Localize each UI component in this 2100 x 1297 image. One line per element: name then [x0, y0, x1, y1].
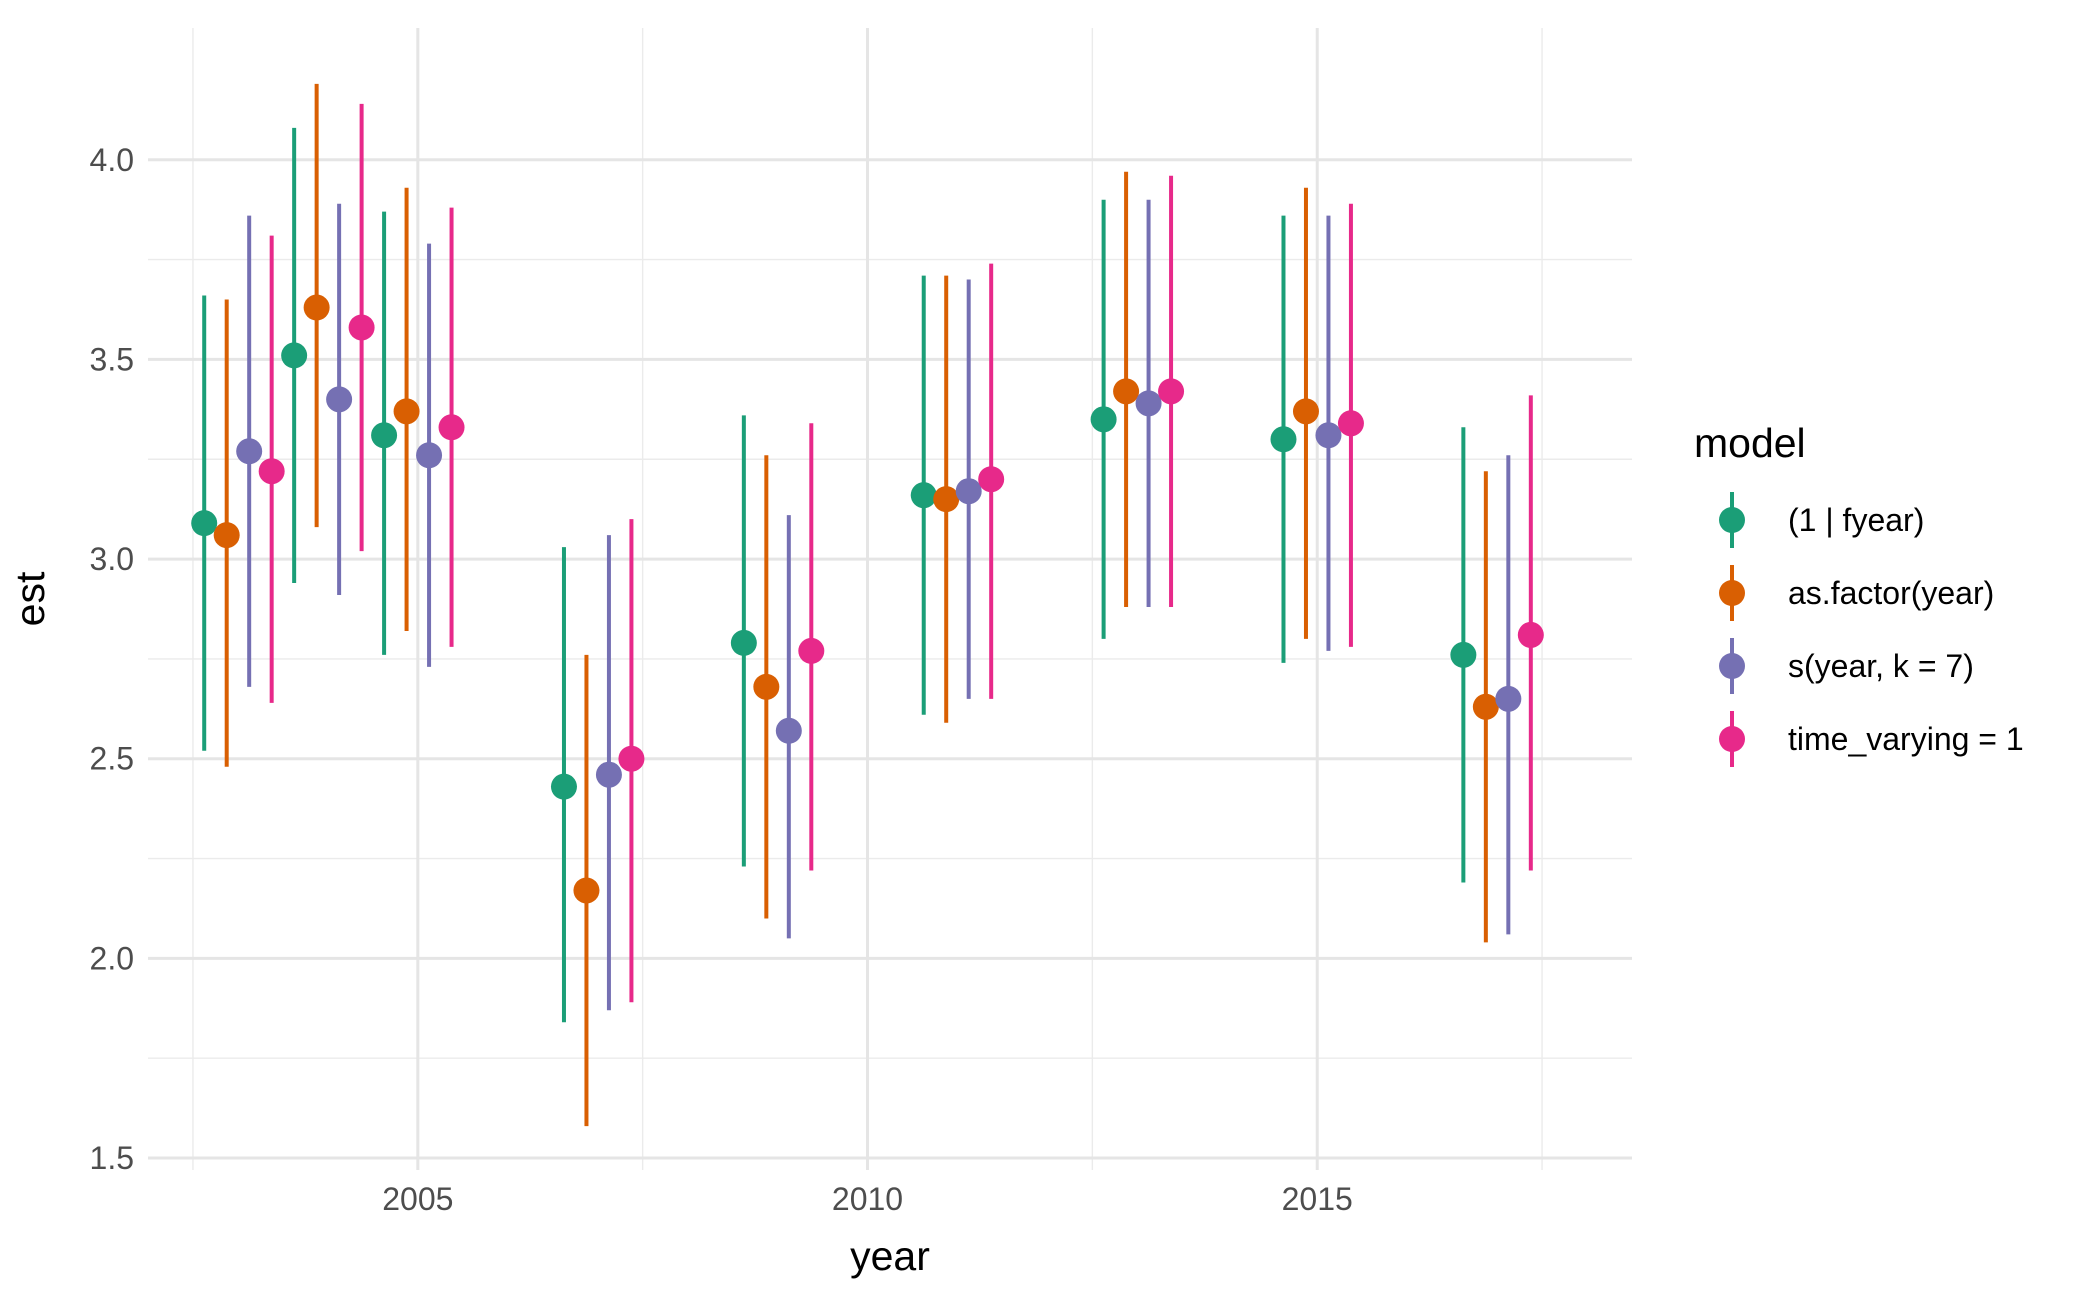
series-2 — [236, 199, 1522, 1011]
data-point — [573, 877, 600, 904]
data-point — [910, 482, 937, 509]
data-point — [618, 745, 645, 772]
data-point — [438, 414, 465, 441]
y-tick-label: 4.0 — [90, 142, 134, 178]
x-axis-title: year — [850, 1233, 930, 1279]
legend-label: (1 | fyear) — [1788, 502, 1924, 538]
y-tick-label: 3.0 — [90, 541, 134, 577]
data-point — [258, 458, 285, 485]
data-point — [236, 438, 263, 465]
legend-key-point — [1719, 653, 1745, 679]
x-tick-label: 2015 — [1282, 1181, 1353, 1217]
x-tick-label: 2005 — [382, 1181, 453, 1217]
legend-item: time_varying = 1 — [1719, 711, 2024, 767]
legend: model (1 | fyear) as.factor(year) s(year, … — [1694, 420, 2024, 767]
y-tick-label: 1.5 — [90, 1140, 134, 1176]
data-marks — [191, 83, 1544, 1127]
data-point — [1517, 621, 1544, 648]
legend-title: model — [1694, 420, 1806, 466]
series-1 — [213, 83, 1499, 1127]
y-axis-title: est — [7, 571, 53, 626]
data-point — [1270, 426, 1297, 453]
y-tick-label: 2.5 — [90, 741, 134, 777]
legend-key-point — [1719, 726, 1745, 752]
data-point — [1472, 693, 1499, 720]
data-point — [775, 717, 802, 744]
data-point — [1292, 398, 1319, 425]
data-point — [1495, 685, 1522, 712]
data-point — [550, 773, 577, 800]
minor-gridlines — [148, 28, 1632, 1170]
legend-label: as.factor(year) — [1788, 575, 1994, 611]
data-point — [798, 637, 825, 664]
legend-item: as.factor(year) — [1719, 565, 1994, 621]
data-point — [326, 386, 353, 413]
x-tick-labels: 2005 2010 2015 — [382, 1181, 1353, 1217]
data-point — [753, 673, 780, 700]
series-0 — [191, 127, 1477, 1023]
x-tick-label: 2010 — [832, 1181, 903, 1217]
major-gridlines — [148, 28, 1632, 1170]
data-point — [1135, 390, 1162, 417]
y-tick-labels: 1.5 2.0 2.5 3.0 3.5 4.0 — [90, 142, 134, 1176]
data-point — [303, 294, 330, 321]
y-tick-label: 2.0 — [90, 940, 134, 976]
data-point — [1450, 641, 1477, 668]
data-point — [281, 342, 308, 369]
legend-key-point — [1719, 507, 1745, 533]
series-3 — [258, 103, 1544, 1003]
data-point — [1113, 378, 1140, 405]
data-point — [595, 761, 622, 788]
data-point — [191, 510, 218, 537]
data-point — [213, 522, 240, 549]
legend-item: (1 | fyear) — [1719, 492, 1924, 548]
data-point — [1337, 410, 1364, 437]
data-point — [730, 629, 757, 656]
y-tick-label: 3.5 — [90, 341, 134, 377]
data-point — [348, 314, 375, 341]
legend-label: time_varying = 1 — [1788, 721, 2024, 757]
data-point — [1158, 378, 1185, 405]
legend-item: s(year, k = 7) — [1719, 638, 1974, 694]
legend-label: s(year, k = 7) — [1788, 648, 1974, 684]
data-point — [1090, 406, 1117, 433]
data-point — [1315, 422, 1342, 449]
data-point — [371, 422, 398, 449]
legend-key-point — [1719, 580, 1745, 606]
data-point — [978, 466, 1005, 493]
data-point — [955, 478, 982, 505]
data-point — [393, 398, 420, 425]
data-point — [416, 442, 443, 469]
data-point — [933, 486, 960, 513]
